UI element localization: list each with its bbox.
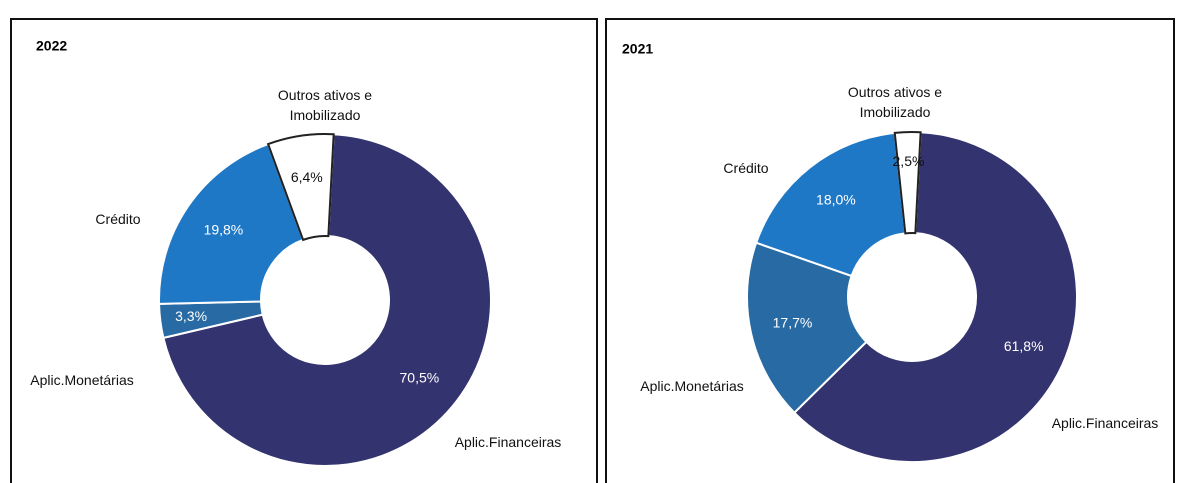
panel [10, 18, 598, 483]
category-label: Aplic.Monetárias [640, 378, 744, 394]
donut-slice [266, 133, 335, 242]
chart-title: 2022 [36, 38, 67, 54]
value-label: 3,3% [175, 308, 207, 324]
donut-slice [162, 133, 492, 467]
category-label: Crédito [723, 160, 769, 176]
category-label: Crédito [95, 211, 141, 227]
value-label: 61,8% [1004, 338, 1044, 354]
category-label: Outros ativos e Imobilizado [847, 84, 943, 120]
category-label: Aplic.Monetárias [30, 372, 134, 388]
value-label: 70,5% [400, 370, 440, 386]
panel [605, 18, 1175, 483]
donut-slice [754, 131, 907, 278]
donut-slice [893, 131, 922, 235]
category-label: Outros ativos e Imobilizado [277, 87, 373, 123]
donut-slice [746, 241, 868, 415]
donut-slice [792, 131, 1078, 463]
value-label: 18,0% [816, 192, 856, 208]
category-label: Aplic.Financeiras [454, 434, 562, 450]
chart-title: 2021 [622, 41, 653, 57]
value-label: 17,7% [773, 315, 813, 331]
value-label: 2,5% [893, 153, 925, 169]
value-label: 19,8% [204, 221, 244, 237]
category-label: Aplic.Financeiras [1051, 415, 1159, 431]
value-label: 6,4% [291, 169, 323, 185]
donut-slice [158, 142, 305, 305]
